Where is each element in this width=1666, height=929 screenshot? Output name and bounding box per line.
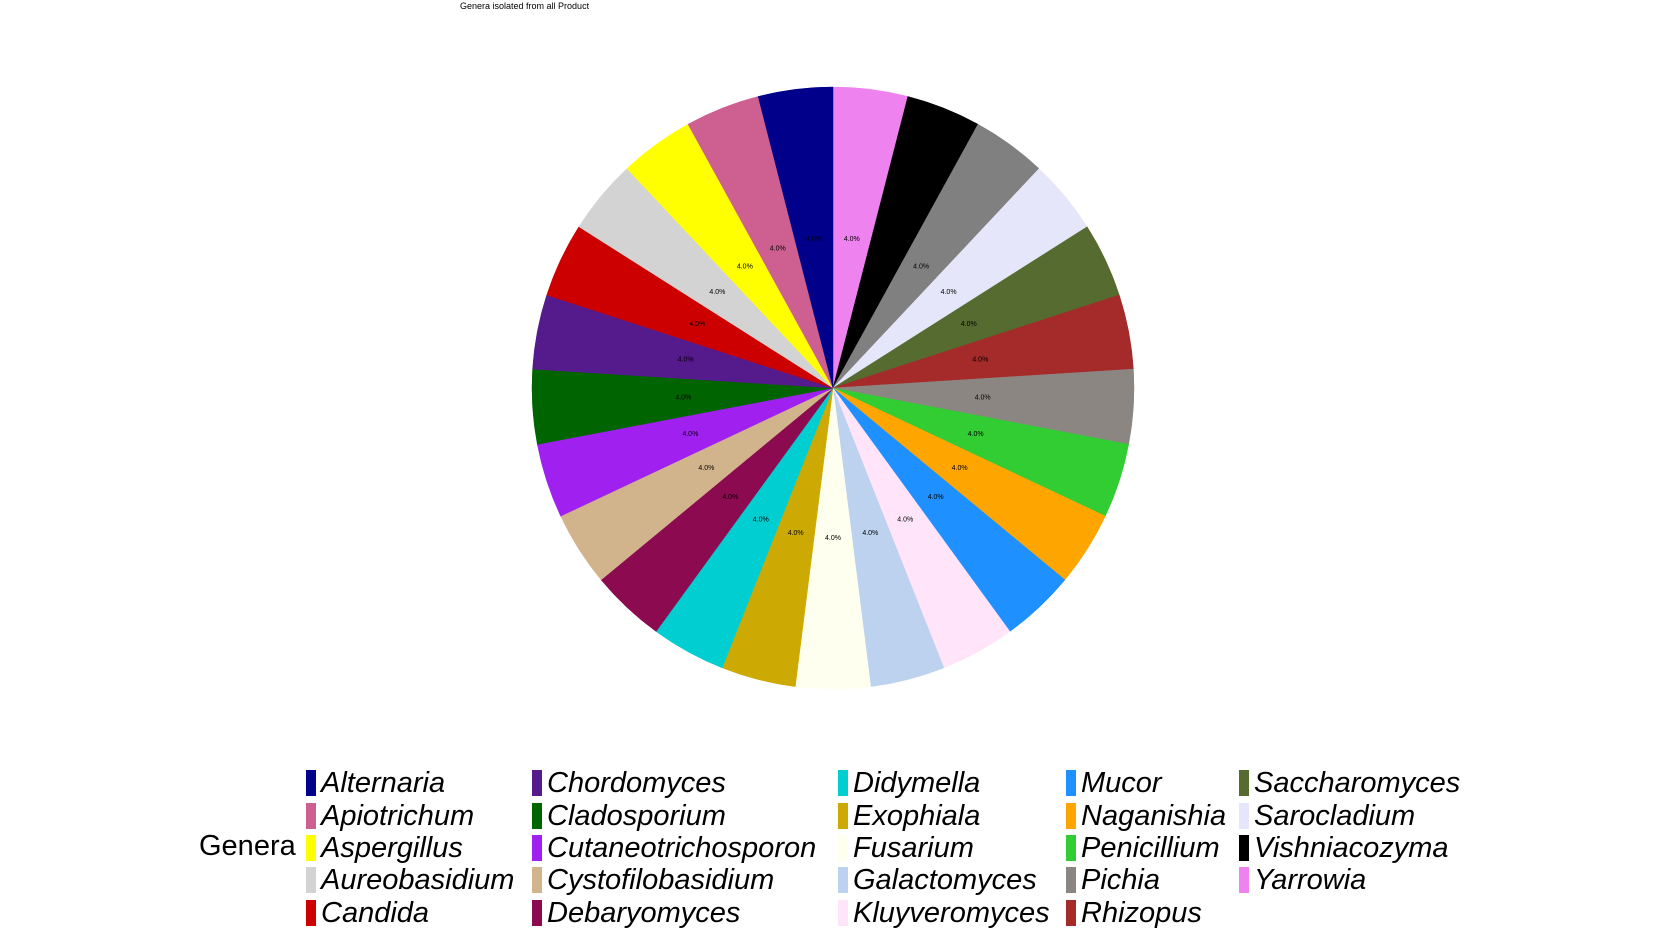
slice-percent-label: 4.0% — [913, 263, 929, 270]
legend-swatch — [1239, 770, 1249, 796]
legend-swatch — [1066, 900, 1076, 926]
legend-swatch — [1066, 803, 1076, 829]
legend-label: Debaryomyces — [547, 897, 741, 929]
slice-percent-label: 4.0% — [689, 321, 705, 328]
legend-label: Aureobasidium — [321, 864, 515, 896]
legend-swatch — [838, 867, 848, 893]
slice-percent-label: 4.0% — [975, 394, 991, 401]
legend-label: Candida — [321, 897, 430, 929]
legend-swatch — [1239, 835, 1249, 861]
slice-percent-label: 4.0% — [928, 494, 944, 501]
slice-percent-label: 4.0% — [880, 245, 896, 252]
legend-swatch — [1066, 835, 1076, 861]
slice-percent-label: 4.0% — [675, 394, 691, 401]
legend-swatch — [1066, 867, 1076, 893]
slice-percent-label: 4.0% — [753, 516, 769, 523]
slice-percent-label: 4.0% — [825, 535, 841, 542]
legend-label: Pichia — [1081, 864, 1160, 896]
pie-slice-unlabeled-24 — [757, 86, 834, 389]
slice-percent-label: 4.0% — [968, 431, 984, 438]
slice-percent-label: 4.0% — [952, 465, 968, 472]
legend-label: Kluyveromyces — [853, 897, 1050, 929]
legend-label: Sarocladium — [1254, 800, 1416, 832]
legend-swatch — [532, 770, 542, 796]
slice-percent-label: 4.0% — [897, 516, 913, 523]
legend-label: Yarrowia — [1254, 864, 1367, 896]
legend-swatch — [532, 900, 542, 926]
slice-percent-label: 4.0% — [788, 530, 804, 537]
legend-swatch — [838, 803, 848, 829]
slice-percent-label: 4.0% — [961, 321, 977, 328]
legend-label: Didymella — [853, 767, 981, 799]
slice-percent-label: 4.0% — [972, 357, 988, 364]
legend-swatch — [1239, 867, 1249, 893]
legend-label: Cladosporium — [547, 800, 726, 832]
slice-percent-label: 4.0% — [678, 357, 694, 364]
legend-label: Chordomyces — [547, 767, 726, 799]
legend-label: Naganishia — [1081, 800, 1227, 832]
legend-swatch — [532, 867, 542, 893]
legend-label: Aspergillus — [321, 832, 463, 864]
legend-swatch — [838, 835, 848, 861]
slice-percent-label: 4.0% — [941, 289, 957, 296]
slice-percent-label: 4.0% — [698, 465, 714, 472]
slice-percent-label: 4.0% — [806, 236, 822, 243]
legend-swatch — [1066, 770, 1076, 796]
legend-label: Mucor — [1081, 767, 1162, 799]
legend-label: Rhizopus — [1081, 897, 1202, 929]
legend-label: Fusarium — [853, 832, 974, 864]
legend-swatch — [1239, 803, 1249, 829]
legend-swatch — [838, 900, 848, 926]
legend-swatch — [306, 835, 316, 861]
legend-swatch — [532, 803, 542, 829]
legend-label: Cutaneotrichosporon — [547, 832, 817, 864]
legend-label: Saccharomyces — [1254, 767, 1461, 799]
legend-swatch — [306, 900, 316, 926]
chart-title: Genera isolated from all Product — [460, 1, 590, 11]
legend-swatch — [306, 770, 316, 796]
legend-label: Penicillium — [1081, 832, 1220, 864]
slice-percent-label: 4.0% — [682, 431, 698, 438]
slice-percent-label: 4.0% — [844, 236, 860, 243]
slice-percent-label: 4.0% — [862, 530, 878, 537]
legend-label: Cystofilobasidium — [547, 864, 775, 896]
legend-swatch — [532, 835, 542, 861]
legend-swatch — [838, 770, 848, 796]
slice-percent-label: 4.0% — [737, 263, 753, 270]
legend-label: Apiotrichum — [321, 800, 475, 832]
legend-label: Alternaria — [321, 767, 446, 799]
slice-percent-label: 4.0% — [770, 245, 786, 252]
slice-percent-label: 4.0% — [722, 494, 738, 501]
legend-label: Vishniacozyma — [1254, 832, 1449, 864]
legend-swatch — [306, 803, 316, 829]
slice-percent-label: 4.0% — [709, 289, 725, 296]
legend-label: Exophiala — [853, 800, 981, 832]
legend-label: Galactomyces — [853, 864, 1037, 896]
legend-swatch — [306, 867, 316, 893]
